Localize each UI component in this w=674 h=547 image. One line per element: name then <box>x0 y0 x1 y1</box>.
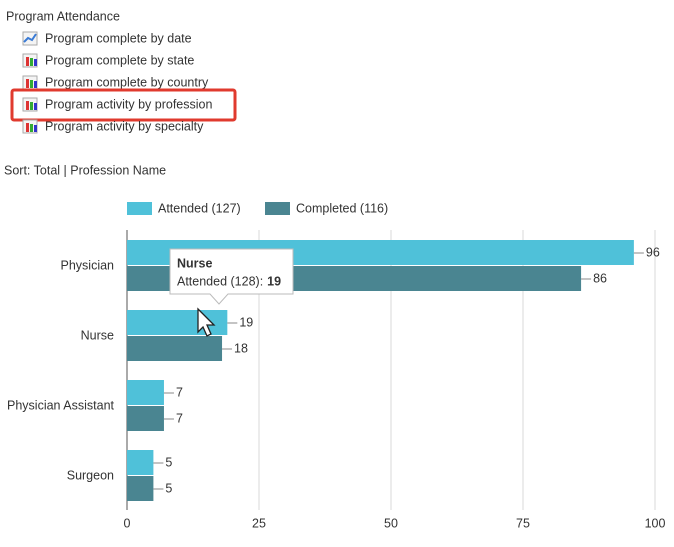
data-label: 19 <box>239 315 253 329</box>
icon-bar <box>34 103 37 110</box>
icon-bar <box>26 101 29 110</box>
icon-bar <box>30 58 33 66</box>
x-tick-label: 0 <box>124 516 131 530</box>
data-label: 86 <box>593 271 607 285</box>
icon-bar <box>30 102 33 110</box>
icon-bar <box>34 81 37 88</box>
menu-icon <box>22 119 38 134</box>
tooltip-box <box>169 248 294 305</box>
y-tick-label: Physician Assistant <box>7 398 115 412</box>
menu-title: Program Attendance <box>6 9 120 23</box>
menu-item[interactable]: Program complete by country <box>45 75 209 89</box>
icon-bar <box>26 57 29 66</box>
menu-icon <box>22 97 38 112</box>
legend-label: Attended (127) <box>158 201 241 215</box>
icon-bar <box>34 125 37 132</box>
data-label: 7 <box>176 385 183 399</box>
data-label: 5 <box>165 455 172 469</box>
bar <box>127 336 223 361</box>
legend-swatch <box>265 202 290 215</box>
menu-icon <box>22 53 38 68</box>
menu-icon <box>22 31 38 46</box>
data-label: 18 <box>234 341 248 355</box>
tooltip: Nurse Attended (128): 19 <box>169 248 294 305</box>
y-tick-label: Nurse <box>81 328 114 342</box>
bar <box>127 476 154 501</box>
x-tick-label: 75 <box>516 516 530 530</box>
y-tick-label: Surgeon <box>67 468 114 482</box>
legend-swatch <box>127 202 152 215</box>
menu-item[interactable]: Program activity by specialty <box>45 119 204 133</box>
tooltip-label: Attended (128): <box>177 274 263 288</box>
data-label: 5 <box>165 481 172 495</box>
menu-item[interactable]: Program complete by state <box>45 53 194 67</box>
tooltip-title: Nurse <box>177 256 212 270</box>
x-tick-label: 25 <box>252 516 266 530</box>
legend-label: Completed (116) <box>296 201 388 215</box>
icon-bar <box>26 79 29 88</box>
icon-line <box>23 33 37 43</box>
icon-bar <box>34 59 37 66</box>
y-tick-label: Physician <box>61 258 115 272</box>
bar <box>127 450 154 475</box>
bar <box>127 380 164 405</box>
menu-item[interactable]: Program activity by profession <box>45 97 212 111</box>
icon-bar <box>26 123 29 132</box>
icon-bar <box>30 80 33 88</box>
x-tick-label: 50 <box>384 516 398 530</box>
tooltip-value: 19 <box>267 274 281 288</box>
mouse-cursor <box>197 307 216 337</box>
sort-label: Sort: Total | Profession Name <box>4 163 166 177</box>
menu-icon <box>22 75 38 90</box>
bar <box>127 406 164 431</box>
menu-item[interactable]: Program complete by date <box>45 31 192 45</box>
data-label: 7 <box>176 411 183 425</box>
x-tick-label: 100 <box>645 516 666 530</box>
icon-bar <box>30 124 33 132</box>
data-label: 96 <box>646 245 660 259</box>
selected-highlight <box>10 88 237 122</box>
